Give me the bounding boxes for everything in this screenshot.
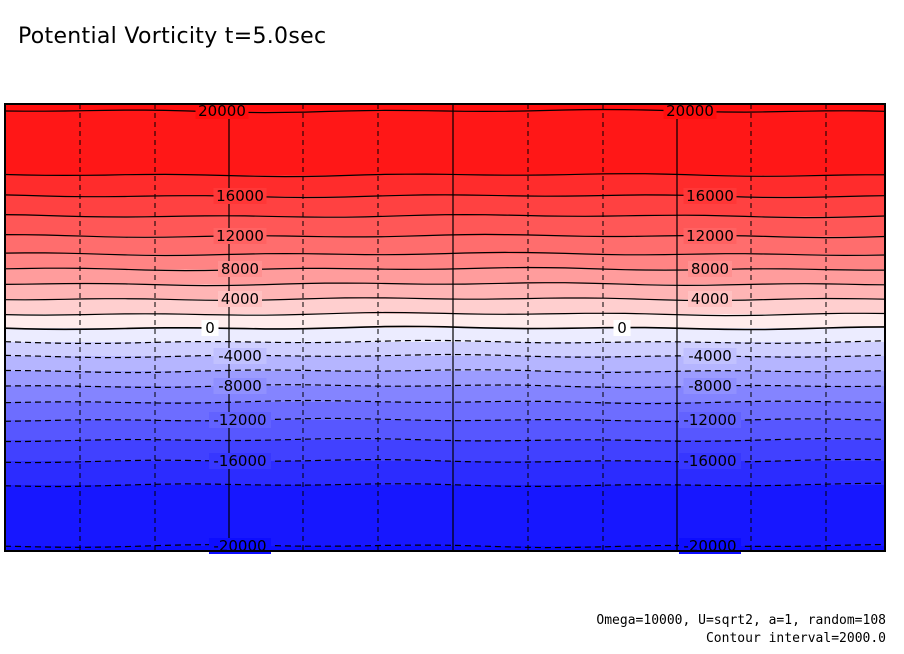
contour-label: 0 [205,319,215,337]
contour-line [5,369,885,374]
band-fill [5,461,885,485]
contour-label: 4000 [691,290,729,308]
contour-label-bg [213,378,267,394]
contour-label: -20000 [213,537,266,555]
band-fill [5,420,885,440]
band-fill [5,196,885,216]
contour-label: -8000 [688,377,732,395]
contour-label-bg [201,320,219,336]
contour-label: -4000 [218,347,262,365]
contour-label: 20000 [666,102,714,120]
contour-line [5,173,885,178]
contour-label-bg [213,348,267,364]
contour-label-bg [213,228,267,244]
grid-lines [79,104,827,551]
contour-label: 8000 [691,260,729,278]
band-fill [5,111,885,175]
contour-label: 0 [617,319,627,337]
contour-label: 12000 [686,227,734,245]
contour-line [5,282,885,287]
band-fill [5,342,885,356]
plot-frame [4,103,886,552]
contour-label-bg [683,228,737,244]
contour-line [5,437,885,443]
contour-label-bg [679,453,741,469]
contour-interval-caption: Contour interval=2000.0 [705,631,886,646]
contour-label: 4000 [221,290,259,308]
band-fill [5,236,885,254]
band-fill [5,402,885,420]
contour-label-bg [683,188,737,204]
band-fill [5,328,885,342]
contour-line [5,384,885,389]
contour-label-bg [688,261,732,277]
band-fill [5,216,885,236]
contour-label: -16000 [683,452,736,470]
contour-line [5,194,885,199]
band-fill [5,299,885,314]
band-fill [5,386,885,402]
contour-label: -4000 [688,347,732,365]
band-fill [5,284,885,299]
contour-label-bg [688,291,732,307]
contour-line [5,108,885,114]
contour-label: -20000 [683,537,736,555]
contour-line [5,251,885,257]
contour-label-bg [195,103,249,119]
contour-label: -8000 [218,377,262,395]
contour-label-bg [213,188,267,204]
band-fill [5,314,885,328]
band-fill [5,175,885,196]
contour-label-bg [209,412,271,428]
contour-line [5,353,885,359]
contour-label: -16000 [213,452,266,470]
contour-label-bg [218,261,262,277]
contour-label: 8000 [221,260,259,278]
contour-label-bg [209,453,271,469]
contour-line [5,482,885,488]
contour-label-bg [218,291,262,307]
contour-label: -12000 [683,411,736,429]
contour-label-bg [613,320,631,336]
contour-line [5,297,885,302]
band-fill [5,485,885,546]
contour-line [5,339,885,345]
contour-line [5,399,885,405]
contour-line [5,266,885,272]
contour-label: 20000 [198,102,246,120]
band-fill [5,104,885,111]
contour-label: 16000 [686,187,734,205]
parameters-caption: Omega=10000, U=sqrt2, a=1, random=108 [596,613,886,628]
band-fill [5,546,885,551]
contour-label-bg [663,103,717,119]
chart-title: Potential Vorticity t=5.0sec [18,24,327,49]
contour-line [5,233,885,239]
contour-label: 16000 [216,187,264,205]
band-fill [5,371,885,386]
contour-labels: -20000 -20000 -16000 -16000 -12000 -12000 -800… [195,102,741,555]
band-fill [5,254,885,269]
contour-line [5,325,885,331]
contour-label-bg [683,378,737,394]
contour-label: -12000 [213,411,266,429]
band-fill [5,440,885,461]
band-fill [5,269,885,284]
contour-label: 12000 [216,227,264,245]
contour-line [5,213,885,219]
contour-label-bg [683,348,737,364]
color-bands [5,104,885,551]
contour-line [5,311,885,317]
contour-label-bg [679,412,741,428]
band-fill [5,356,885,371]
